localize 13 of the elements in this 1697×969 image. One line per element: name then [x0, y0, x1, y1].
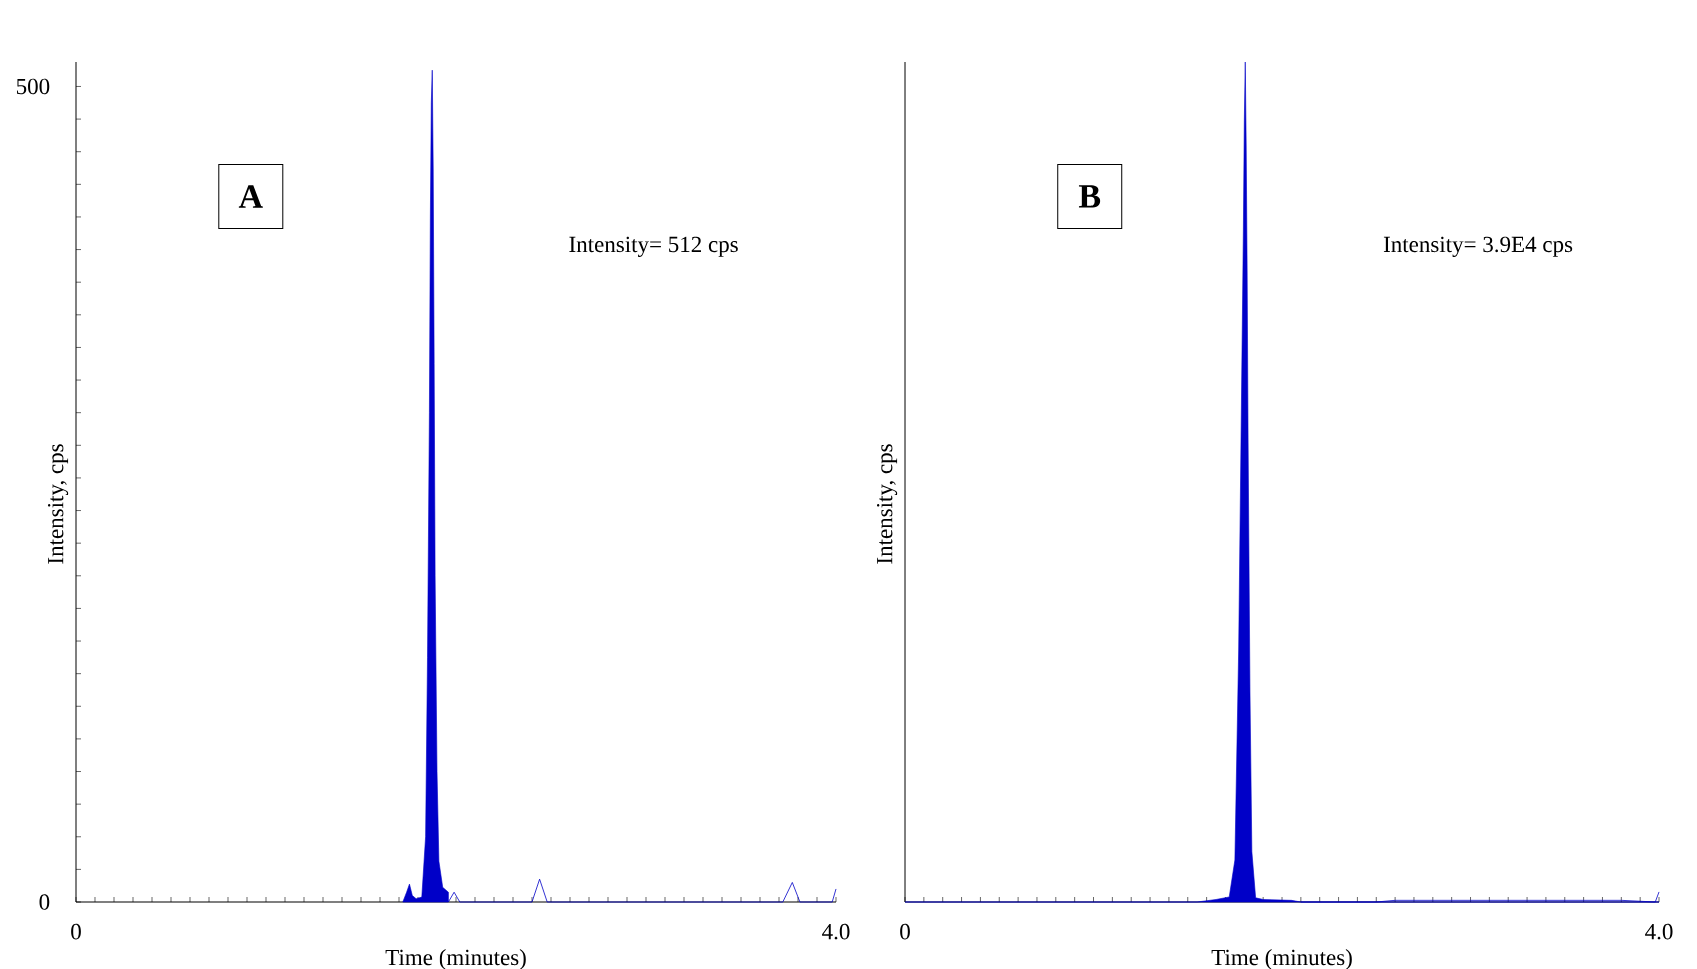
y-axis-title: Intensity, cps [47, 444, 69, 564]
y-axis-title: Intensity, cps [876, 444, 898, 564]
x-axis-title: Time (minutes) [1211, 949, 1352, 969]
annotation: B [1078, 185, 1101, 208]
annotation: Intensity= 3.9E4 cps [1383, 236, 1573, 257]
annotation: Intensity= 512 cps [569, 236, 738, 257]
y-tick-label: 500 [16, 78, 50, 95]
x-tick-label: 0 [71, 923, 81, 940]
x-tick-label: 0 [900, 923, 910, 940]
annotation: A [238, 185, 263, 208]
x-tick-label: 4.0 [1645, 923, 1673, 940]
x-tick-label: 4.0 [822, 923, 850, 940]
x-axis-title: Time (minutes) [385, 949, 526, 969]
